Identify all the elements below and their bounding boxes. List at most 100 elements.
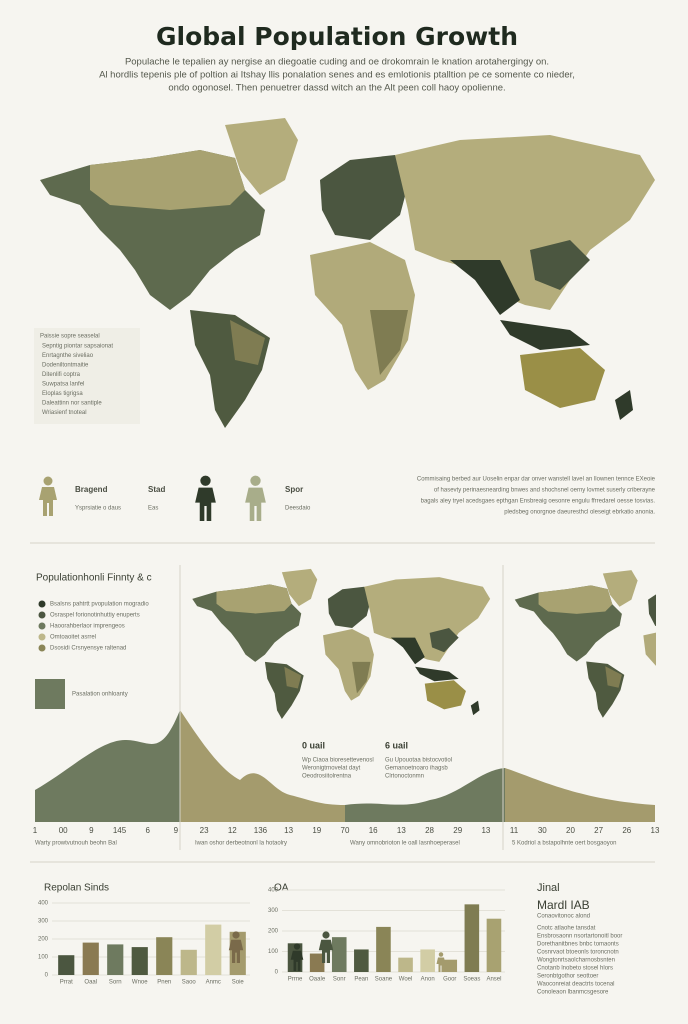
x-tick-label: Anon [421, 977, 435, 983]
bar [107, 944, 124, 975]
x-label: 12 [228, 826, 237, 835]
summary-line: pledsbeg onorgnoe daeuresthcl oleseigt e… [504, 510, 655, 516]
x-label: 136 [254, 826, 268, 835]
area-shape [180, 710, 345, 822]
peak-note: Gu Upouotaa bistocvotiol [385, 758, 452, 764]
side-line: Ensbrosaonn nsortartonoitl boor [537, 934, 622, 940]
legend-dot [38, 622, 46, 630]
x-label: 6 [146, 826, 151, 835]
bar [464, 904, 480, 972]
y-tick-label: 400 [38, 901, 49, 907]
captions: Warty prowtvutnouh beohn Bal Iwan oshor d… [35, 841, 616, 847]
y-tick-label: 200 [268, 929, 279, 935]
people-note: Eas [148, 506, 158, 512]
y-tick-label: 200 [38, 937, 49, 943]
legend-dot [38, 611, 46, 619]
x-tick-label: Prrne [288, 977, 303, 983]
x-label: 13 [284, 826, 293, 835]
y-tick-label: 300 [268, 908, 279, 914]
x-label: 27 [594, 826, 603, 835]
x-label: 1 [33, 826, 38, 835]
map-legend: Sepntig piontar sapsaionat Enrtagnthe siv… [42, 344, 113, 417]
bar-chart-title: OA [274, 883, 289, 894]
peak-label: 0 uail [302, 740, 325, 750]
y-tick-label: 300 [38, 919, 49, 925]
section-title: Populationhonli Finnty & c [36, 573, 152, 584]
x-tick-label: Saoo [182, 980, 197, 986]
x-tick-label: Pnen [157, 980, 171, 986]
area-shape [35, 710, 180, 822]
y-tick-label: 0 [275, 970, 279, 976]
bar-charts: Repolan Sinds 0 100 200 300 400 Prrat Oaal Sorn W… [38, 883, 505, 986]
x-label: 16 [369, 826, 378, 835]
person-icon [39, 476, 57, 516]
x-label: 11 [510, 826, 519, 835]
map-crop [656, 560, 688, 730]
map-legend-item: Sepntig piontar sapsaionat [42, 344, 113, 350]
caption: Iwan oshor derbeotnonl la hotaolry [195, 841, 287, 847]
bar [58, 955, 75, 975]
side-subtitle: Mardl IAB [537, 898, 590, 912]
side-lines: Cnotc atlaohe tansdat Ensbrosaonn nsortar… [537, 926, 622, 996]
peak-note: Gemanoetnoaro ihagsb [385, 766, 448, 772]
bar [131, 947, 148, 975]
x-tick-label: Woel [399, 977, 413, 983]
x-label: 13 [651, 826, 660, 835]
legend-dot [38, 644, 46, 652]
x-label: 13 [481, 826, 490, 835]
x-label: 13 [397, 826, 406, 835]
x-label: 9 [174, 826, 179, 835]
side-line: Seronbtgothor seottoer [537, 974, 598, 980]
map-legend-box [34, 328, 140, 424]
side-line: Wongtonrtsaolcharnosbsnten [537, 958, 615, 964]
x-tick-label: Wnoe [132, 980, 148, 986]
x-label: 29 [453, 826, 462, 835]
people-label: Stad [148, 485, 165, 494]
x-label: 145 [113, 826, 127, 835]
person-icon [245, 475, 266, 521]
bar-chart-title: Repolan Sinds [44, 883, 109, 894]
bar [376, 926, 391, 972]
x-label: 26 [622, 826, 631, 835]
peak-notes: Wp Ciaoa bioresettevenosl Weronigtrnovela… [302, 758, 452, 780]
subtitle-line: ondo ogonosel. Then penuetrer dassd witc… [168, 83, 505, 94]
legend-dot [38, 633, 46, 641]
subtitle-line: Populache le tepalien ay nergise an dieg… [125, 57, 549, 68]
people-label: Bragend [75, 485, 108, 494]
summary-line: bagals aley tryel acedsgaes epthgan Ensb… [421, 499, 656, 505]
swatch [35, 679, 65, 709]
map-legend-item: Wriasienf tnoteal [42, 410, 87, 416]
area-shape [345, 768, 505, 822]
area-shape [505, 768, 655, 822]
side-line: Conoleaon lbanmcsgesore [537, 990, 609, 996]
summary-line: Commisaing berbed aur Uoselin enpar dar … [417, 477, 656, 483]
side-line: Cosnrvaot btoeonls toroncnotn [537, 950, 619, 956]
map-legend-item: Eloplas tigrigsa [42, 391, 83, 397]
side-line: Cnotanb lnobeto stosel hlors [537, 966, 613, 972]
people-note: Ysprsiatie o daus [75, 506, 121, 512]
legend-dot [38, 600, 46, 608]
side-line: Cnotc atlaohe tansdat [537, 926, 596, 932]
small-map [192, 568, 491, 720]
legend-item: Dsosidi Crsnyensye raltenad [50, 646, 126, 652]
people-note: Deesdaio [285, 506, 311, 512]
legend-item: Haoorahberlaor imprengeos [50, 624, 125, 630]
x-tick-label: Goor [443, 977, 456, 983]
x-label: 70 [341, 826, 350, 835]
peak-note: Weronigtrnovelat dayt [302, 766, 361, 772]
side-line: Waoconreiat deactrts tocenal [537, 982, 614, 988]
x-label: 20 [566, 826, 575, 835]
x-tick-label: Pean [354, 977, 368, 983]
map-legend-title: Paissie sopre seaselal [40, 334, 100, 340]
x-label: 9 [89, 826, 94, 835]
legend-item: Bsalsns pahtrtt pvopulation mogradio [50, 602, 149, 608]
summary-line: of hasevty perinaesnearding bnwes and sh… [434, 488, 656, 494]
caption: Warty prowtvutnouh beohn Bal [35, 841, 117, 847]
side-title: Jinal [537, 882, 560, 894]
people-label: Spor [285, 485, 303, 494]
caption: 5 Kodriol a bstapolhnte oert bosgaoyon [512, 841, 616, 847]
bar [354, 949, 369, 972]
x-tick-label: Sonr [333, 977, 346, 983]
peak-note: Wp Ciaoa bioresettevenosl [302, 758, 374, 764]
bar [420, 949, 435, 972]
